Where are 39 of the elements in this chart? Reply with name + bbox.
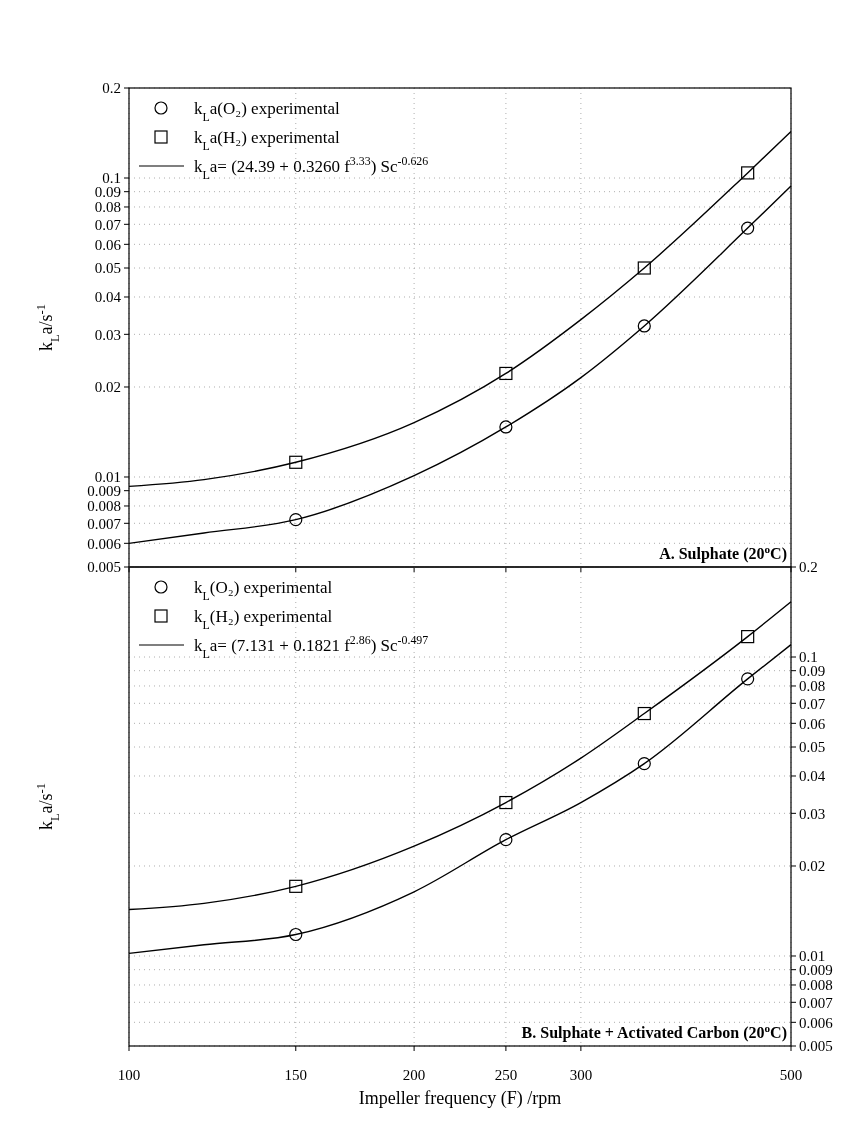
y-tick-label: 0.05 xyxy=(94,260,121,277)
y-tick-label: 0.04 xyxy=(799,768,826,785)
x-tick-label: 150 xyxy=(284,1067,308,1083)
y-tick-label: 0.04 xyxy=(94,289,122,306)
legend-label: k$_{L}$a(O₂) experimental xyxy=(194,98,341,124)
annotation: B. Sulphate + Activated Carbon (20$^{o}$C) xyxy=(521,1022,787,1042)
y-tick-label: 0.07 xyxy=(799,695,826,712)
y-tick-label: 0.05 xyxy=(799,739,826,756)
y-tick-label: 0.005 xyxy=(799,1038,833,1055)
x-tick-label: 300 xyxy=(569,1067,593,1083)
y-tick-label: 0.2 xyxy=(799,559,818,576)
x-tick-label: 250 xyxy=(494,1067,518,1083)
y-tick-label: 0.006 xyxy=(799,1014,834,1031)
legend-label: k$_{L}$a= (24.39 + 0.3260 f$^{3.33}$) Sc$^{-0.626}$ xyxy=(194,153,429,182)
y-tick-label: 0.03 xyxy=(799,805,826,822)
y-tick-label: 0.008 xyxy=(87,498,121,515)
y-tick-label: 0.008 xyxy=(799,977,833,994)
legend-label: k$_{L}$a= (7.131 + 0.1821 f$^{2.86}$) Sc$^{-0.497}$ xyxy=(194,632,429,661)
legend-label: k$_{L}$a(H₂) experimental xyxy=(194,127,341,153)
y-tick-label: 0.08 xyxy=(94,199,121,216)
y-tick-label: 0.07 xyxy=(94,216,122,233)
y-tick-label: 0.006 xyxy=(87,535,122,552)
legend-label: k$_{L}$(H₂) experimental xyxy=(194,606,333,632)
legend-label: k$_{L}$(O₂) experimental xyxy=(194,577,333,603)
x-tick-label: 100 xyxy=(117,1067,141,1083)
y-tick-label: 0.007 xyxy=(799,994,834,1011)
y-tick-label: 0.06 xyxy=(94,236,122,253)
y-tick-label: 0.03 xyxy=(94,326,121,343)
y-tick-label: 0.08 xyxy=(799,678,826,695)
y-tick-label: 0.2 xyxy=(102,80,121,97)
annotation: A. Sulphate (20$^{o}$C) xyxy=(659,543,787,563)
x-axis-title: Impeller frequency (F) /rpm xyxy=(358,1088,562,1109)
y-tick-label: 0.06 xyxy=(799,715,826,732)
x-tick-label: 200 xyxy=(402,1067,426,1083)
y-tick-label: 0.005 xyxy=(87,559,121,576)
y-tick-label: 0.007 xyxy=(87,515,122,532)
y-tick-label: 0.02 xyxy=(799,858,826,875)
x-tick-label: 500 xyxy=(779,1067,803,1083)
y-tick-label: 0.02 xyxy=(94,379,121,396)
